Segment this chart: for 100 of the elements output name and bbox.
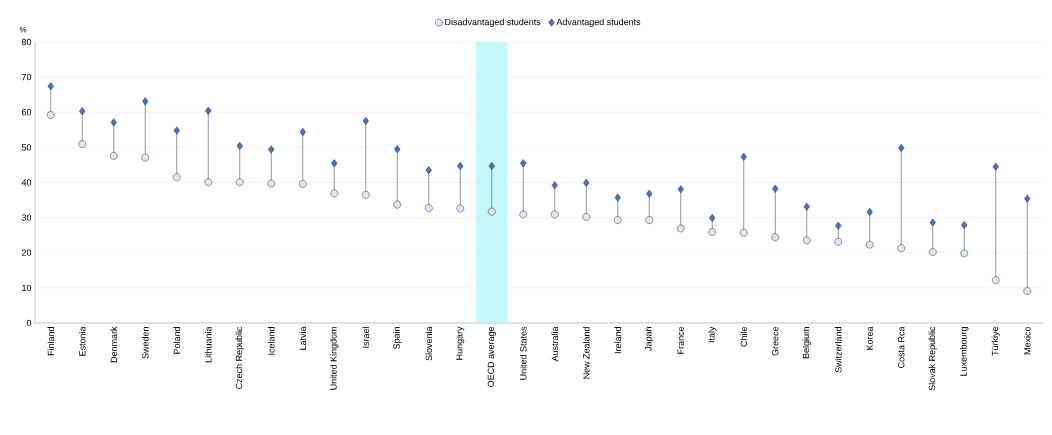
- point: [235, 178, 244, 186]
- y-tick-label: 80: [21, 38, 32, 46]
- point: [866, 207, 873, 217]
- point: [676, 224, 685, 233]
- x-tick-label: Türkiye: [991, 326, 1000, 356]
- y-tick-label: 30: [21, 214, 32, 221]
- point: [205, 106, 212, 115]
- point: [992, 162, 999, 171]
- point: [550, 210, 559, 219]
- point: [393, 200, 402, 209]
- x-tick-label: Australia: [551, 326, 559, 362]
- point: [173, 126, 180, 135]
- point: [834, 238, 843, 246]
- point: [236, 141, 243, 151]
- point: [1023, 287, 1032, 295]
- point: [961, 220, 968, 230]
- x-tick-label: Finland: [47, 327, 55, 356]
- x-tick-label: Poland: [173, 327, 181, 354]
- point: [172, 173, 181, 182]
- point: [614, 193, 621, 202]
- point: [298, 180, 307, 188]
- point: [583, 178, 590, 187]
- point: [739, 228, 748, 237]
- x-tick-label: Iceland: [267, 327, 275, 355]
- point: [394, 145, 401, 154]
- point: [991, 276, 1000, 284]
- y-tick-label: 10: [22, 284, 32, 292]
- x-tick-label: Spain: [393, 327, 402, 350]
- point: [613, 216, 622, 224]
- x-tick-label: Denmark: [110, 326, 118, 363]
- x-tick-label: Italy: [708, 326, 717, 343]
- point: [645, 216, 654, 224]
- x-tick-label: France: [677, 326, 684, 354]
- x-tick-label: Sweden: [141, 327, 149, 359]
- x-tick-label: Israel: [362, 327, 370, 348]
- x-tick-label: Switzerland: [834, 327, 842, 373]
- point: [110, 118, 117, 127]
- y-tick-label: 20: [21, 249, 32, 256]
- point: [740, 152, 747, 161]
- y-tick-label: 70: [21, 73, 32, 81]
- legend-label: Disadvantaged students: [445, 18, 541, 27]
- point: [520, 159, 527, 168]
- point: [582, 213, 591, 221]
- x-tick-label: Slovenia: [425, 326, 433, 361]
- point: [897, 244, 906, 253]
- y-tick-label: 50: [21, 144, 32, 151]
- point: [551, 181, 558, 190]
- point: [802, 236, 811, 245]
- point: [456, 204, 465, 213]
- point: [646, 189, 653, 198]
- point: [709, 213, 716, 223]
- y-tick-label: 40: [21, 179, 32, 186]
- point: [835, 221, 842, 230]
- x-tick-label: Luxembourg: [960, 327, 969, 376]
- point: [708, 228, 717, 236]
- x-tick-label: Estonia: [78, 326, 86, 356]
- point: [78, 140, 87, 149]
- point: [1024, 194, 1031, 203]
- y-tick-label: 60: [21, 109, 32, 116]
- x-tick-label: Greece: [772, 326, 779, 356]
- point: [929, 218, 936, 227]
- point: [898, 144, 905, 153]
- x-tick-label: Latvia: [299, 326, 307, 350]
- point: [204, 178, 213, 186]
- x-tick-label: OECD average: [487, 326, 496, 387]
- point: [772, 184, 779, 193]
- point: [457, 161, 464, 171]
- x-tick-label: Chile: [740, 326, 748, 347]
- x-tick-label: New Zealand: [582, 327, 590, 379]
- point: [46, 111, 55, 119]
- point: [142, 97, 149, 106]
- point: [79, 107, 86, 116]
- x-tick-label: Hungary: [456, 326, 465, 360]
- point: [865, 240, 874, 249]
- point: [299, 127, 306, 136]
- point: [47, 82, 54, 91]
- point: [487, 207, 496, 216]
- point: [771, 233, 780, 242]
- x-tick-label: Ireland: [614, 327, 622, 354]
- point: [960, 249, 969, 258]
- point: [268, 145, 275, 154]
- point: [424, 204, 433, 212]
- x-tick-label: Korea: [866, 326, 873, 350]
- point: [928, 248, 937, 256]
- x-tick-label: Mexico: [1023, 326, 1031, 355]
- x-tick-label: Japan: [645, 327, 654, 351]
- point: [362, 117, 369, 126]
- point: [519, 210, 528, 219]
- x-tick-label: Slovak Republic: [928, 326, 937, 391]
- y-tick-label: 0: [26, 319, 32, 327]
- x-tick-label: Costa Rca: [898, 326, 905, 368]
- x-tick-label: United Kingdom: [330, 327, 339, 390]
- x-tick-label: Belgium: [802, 327, 811, 359]
- point: [361, 190, 370, 199]
- point: [141, 153, 150, 162]
- x-tick-label: Czech Republic: [235, 326, 244, 389]
- x-tick-label: Lithuania: [204, 326, 212, 363]
- point: [803, 202, 810, 211]
- point: [109, 151, 118, 160]
- x-tick-label: United States: [519, 326, 527, 380]
